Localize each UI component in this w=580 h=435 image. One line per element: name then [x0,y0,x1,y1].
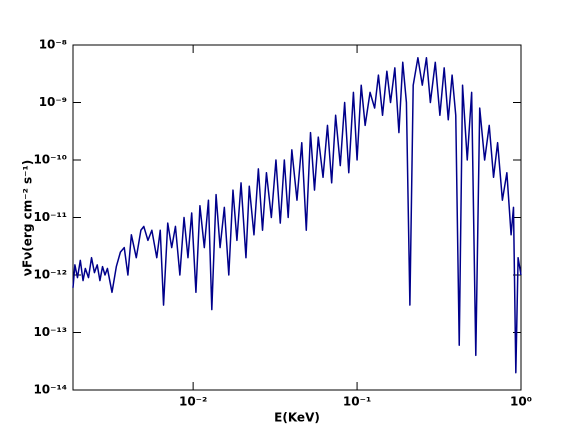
data-line [72,57,522,374]
x-tick-label: 10⁻² [179,395,207,409]
x-tick-label: 10⁻¹ [343,395,371,409]
y-tick-label: 10⁻¹² [33,268,67,282]
y-tick-label: 10⁻⁹ [39,95,67,109]
x-axis-label: E(KeV) [274,411,320,425]
x-tick-label: 10⁰ [510,395,532,409]
y-axis-label: νFν(erg cm⁻² s⁻¹) [21,160,35,276]
y-tick-label: 10⁻¹¹ [33,210,67,224]
y-tick-label: 10⁻¹³ [33,325,67,339]
y-tick-label: 10⁻¹⁴ [33,383,67,397]
y-tick-label: 10⁻⁸ [39,38,67,52]
y-tick-label: 10⁻¹⁰ [33,153,67,167]
